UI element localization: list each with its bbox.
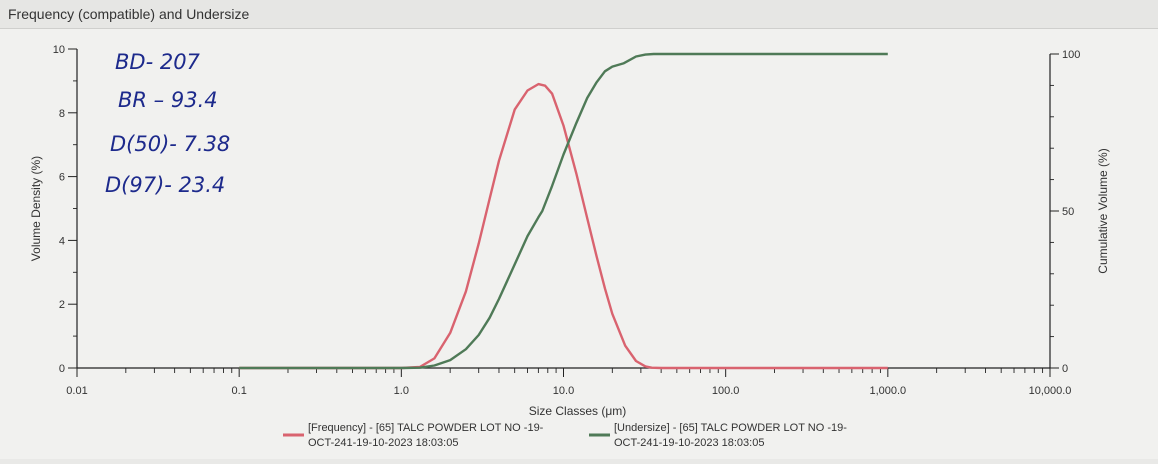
size-distribution-chart: 0.01 0.1 1.0 10.0 100.0 1,000.0 10,000.0 0 2 4 6 8 1… bbox=[29, 44, 1110, 449]
undersize-curve bbox=[239, 52, 888, 370]
legend: [Frequency] - [65] TALC POWDER LOT NO -1… bbox=[283, 422, 847, 449]
tick-marks bbox=[68, 48, 1059, 377]
y-tick-label: 4 bbox=[59, 235, 65, 247]
y-tick-label: 0 bbox=[59, 363, 65, 375]
annotation-d97: D(97)- 23.4 bbox=[105, 173, 225, 197]
x-tick-label: 10.0 bbox=[553, 385, 574, 397]
y2-tick-label: 100 bbox=[1062, 49, 1080, 61]
x-tick-label: 100.0 bbox=[712, 385, 740, 397]
axes bbox=[76, 49, 1051, 369]
tick-labels: 0.01 0.1 1.0 10.0 100.0 1,000.0 10,000.0 0 2 4 6 8 1… bbox=[53, 44, 1081, 397]
y-tick-label: 8 bbox=[59, 108, 65, 120]
legend-label-frequency-line2: OCT-241-19-10-2023 18:03:05 bbox=[308, 437, 458, 449]
legend-label-frequency-line1: [Frequency] - [65] TALC POWDER LOT NO -1… bbox=[308, 422, 544, 434]
title-bar: Frequency (compatible) and Undersize bbox=[0, 0, 1158, 29]
legend-label-undersize-line1: [Undersize] - [65] TALC POWDER LOT NO -1… bbox=[614, 422, 847, 434]
x-tick-label: 10,000.0 bbox=[1029, 385, 1072, 397]
y-tick-label: 2 bbox=[59, 299, 65, 311]
x-tick-label: 1,000.0 bbox=[869, 385, 906, 397]
y2-tick-label: 0 bbox=[1062, 363, 1068, 375]
y-axis-label: Volume Density (%) bbox=[29, 156, 43, 261]
x-tick-label: 0.01 bbox=[66, 385, 87, 397]
handwritten-annotations: BD- 207 BR – 93.4 D(50)- 7.38 D(97)- 23.… bbox=[105, 50, 230, 197]
annotation-bd: BD- 207 bbox=[115, 50, 201, 74]
y-tick-label: 10 bbox=[53, 44, 65, 56]
x-tick-label: 0.1 bbox=[232, 385, 247, 397]
frequency-curve bbox=[239, 82, 888, 370]
window-title: Frequency (compatible) and Undersize bbox=[8, 6, 250, 22]
x-tick-label: 1.0 bbox=[394, 385, 409, 397]
x-axis-label: Size Classes (μm) bbox=[529, 404, 627, 418]
legend-label-undersize-line2: OCT-241-19-10-2023 18:03:05 bbox=[614, 437, 764, 449]
y-tick-label: 6 bbox=[59, 172, 65, 184]
annotation-br: BR – 93.4 bbox=[118, 88, 218, 112]
y2-tick-label: 50 bbox=[1062, 206, 1074, 218]
annotation-d50: D(50)- 7.38 bbox=[110, 132, 230, 156]
chart-panel: 0.01 0.1 1.0 10.0 100.0 1,000.0 10,000.0 0 2 4 6 8 1… bbox=[0, 29, 1158, 459]
series-layer bbox=[239, 52, 888, 370]
y2-axis-label: Cumulative Volume (%) bbox=[1096, 148, 1110, 273]
